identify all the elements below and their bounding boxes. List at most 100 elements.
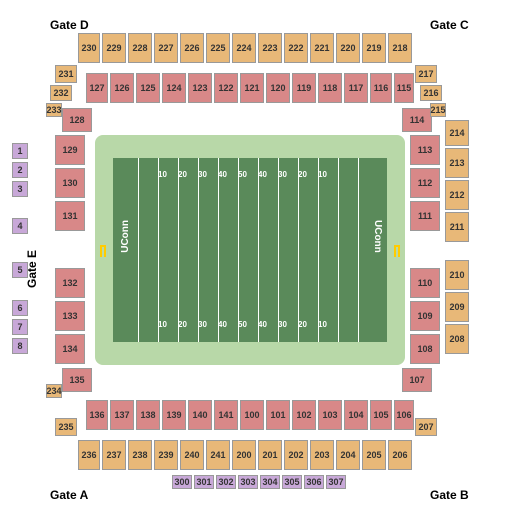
seat-section-129[interactable]: 129	[55, 135, 85, 165]
seat-section-225[interactable]: 225	[206, 33, 230, 63]
seat-section-110[interactable]: 110	[410, 268, 440, 298]
seat-section-134[interactable]: 134	[55, 334, 85, 364]
seat-section-307[interactable]: 307	[326, 475, 346, 489]
seat-section-140[interactable]: 140	[188, 400, 212, 430]
seat-section-232[interactable]: 232	[50, 85, 72, 101]
seat-section-132[interactable]: 132	[55, 268, 85, 298]
seat-section-137[interactable]: 137	[110, 400, 134, 430]
seat-section-123[interactable]: 123	[188, 73, 212, 103]
seat-section-204[interactable]: 204	[336, 440, 360, 470]
seat-section-205[interactable]: 205	[362, 440, 386, 470]
seat-section-229[interactable]: 229	[102, 33, 126, 63]
seat-section-7[interactable]: 7	[12, 319, 28, 335]
seat-section-213[interactable]: 213	[445, 148, 469, 178]
seat-section-122[interactable]: 122	[214, 73, 238, 103]
seat-section-218[interactable]: 218	[388, 33, 412, 63]
seat-section-223[interactable]: 223	[258, 33, 282, 63]
seat-section-106[interactable]: 106	[394, 400, 414, 430]
seat-section-102[interactable]: 102	[292, 400, 316, 430]
seat-section-206[interactable]: 206	[388, 440, 412, 470]
seat-section-212[interactable]: 212	[445, 180, 469, 210]
seat-section-135[interactable]: 135	[62, 368, 92, 392]
seat-section-136[interactable]: 136	[86, 400, 108, 430]
seat-section-230[interactable]: 230	[78, 33, 100, 63]
seat-section-139[interactable]: 139	[162, 400, 186, 430]
seat-section-221[interactable]: 221	[310, 33, 334, 63]
seat-section-203[interactable]: 203	[310, 440, 334, 470]
seat-section-1[interactable]: 1	[12, 143, 28, 159]
seat-section-302[interactable]: 302	[216, 475, 236, 489]
seat-section-2[interactable]: 2	[12, 162, 28, 178]
seat-section-104[interactable]: 104	[344, 400, 368, 430]
seat-section-222[interactable]: 222	[284, 33, 308, 63]
seat-section-141[interactable]: 141	[214, 400, 238, 430]
seat-section-238[interactable]: 238	[128, 440, 152, 470]
seat-section-4[interactable]: 4	[12, 218, 28, 234]
seat-section-234[interactable]: 234	[46, 384, 62, 398]
seat-section-133[interactable]: 133	[55, 301, 85, 331]
seat-section-131[interactable]: 131	[55, 201, 85, 231]
seat-section-120[interactable]: 120	[266, 73, 290, 103]
seat-section-121[interactable]: 121	[240, 73, 264, 103]
seat-section-130[interactable]: 130	[55, 168, 85, 198]
seat-section-116[interactable]: 116	[370, 73, 392, 103]
seat-section-228[interactable]: 228	[128, 33, 152, 63]
seat-section-125[interactable]: 125	[136, 73, 160, 103]
seat-section-202[interactable]: 202	[284, 440, 308, 470]
seat-section-113[interactable]: 113	[410, 135, 440, 165]
seat-section-107[interactable]: 107	[402, 368, 432, 392]
seat-section-6[interactable]: 6	[12, 300, 28, 316]
seat-section-240[interactable]: 240	[180, 440, 204, 470]
seat-section-114[interactable]: 114	[402, 108, 432, 132]
seat-section-220[interactable]: 220	[336, 33, 360, 63]
seat-section-124[interactable]: 124	[162, 73, 186, 103]
seat-section-235[interactable]: 235	[55, 418, 77, 436]
seat-section-211[interactable]: 211	[445, 212, 469, 242]
seat-section-216[interactable]: 216	[420, 85, 442, 101]
seat-section-100[interactable]: 100	[240, 400, 264, 430]
seat-section-227[interactable]: 227	[154, 33, 178, 63]
seat-section-128[interactable]: 128	[62, 108, 92, 132]
seat-section-236[interactable]: 236	[78, 440, 100, 470]
seat-section-210[interactable]: 210	[445, 260, 469, 290]
yard-number: 10	[158, 320, 167, 329]
seat-section-241[interactable]: 241	[206, 440, 230, 470]
seat-section-105[interactable]: 105	[370, 400, 392, 430]
seat-section-226[interactable]: 226	[180, 33, 204, 63]
seat-section-219[interactable]: 219	[362, 33, 386, 63]
seat-section-201[interactable]: 201	[258, 440, 282, 470]
seat-section-208[interactable]: 208	[445, 324, 469, 354]
seat-section-224[interactable]: 224	[232, 33, 256, 63]
seat-section-115[interactable]: 115	[394, 73, 414, 103]
seat-section-119[interactable]: 119	[292, 73, 316, 103]
seat-section-108[interactable]: 108	[410, 334, 440, 364]
seat-section-305[interactable]: 305	[282, 475, 302, 489]
seat-section-118[interactable]: 118	[318, 73, 342, 103]
seat-section-8[interactable]: 8	[12, 338, 28, 354]
seat-section-111[interactable]: 111	[410, 201, 440, 231]
seat-section-239[interactable]: 239	[154, 440, 178, 470]
seat-section-127[interactable]: 127	[86, 73, 108, 103]
seat-section-112[interactable]: 112	[410, 168, 440, 198]
seat-section-200[interactable]: 200	[232, 440, 256, 470]
seat-section-101[interactable]: 101	[266, 400, 290, 430]
seat-section-214[interactable]: 214	[445, 120, 469, 146]
seat-section-231[interactable]: 231	[55, 65, 77, 83]
seat-section-3[interactable]: 3	[12, 181, 28, 197]
seat-section-209[interactable]: 209	[445, 292, 469, 322]
seat-section-138[interactable]: 138	[136, 400, 160, 430]
seat-section-300[interactable]: 300	[172, 475, 192, 489]
seat-section-117[interactable]: 117	[344, 73, 368, 103]
seat-section-303[interactable]: 303	[238, 475, 258, 489]
seat-section-215[interactable]: 215	[430, 103, 446, 117]
seat-section-301[interactable]: 301	[194, 475, 214, 489]
seat-section-207[interactable]: 207	[415, 418, 437, 436]
seat-section-237[interactable]: 237	[102, 440, 126, 470]
seat-section-233[interactable]: 233	[46, 103, 62, 117]
seat-section-304[interactable]: 304	[260, 475, 280, 489]
seat-section-103[interactable]: 103	[318, 400, 342, 430]
seat-section-306[interactable]: 306	[304, 475, 324, 489]
seat-section-126[interactable]: 126	[110, 73, 134, 103]
seat-section-109[interactable]: 109	[410, 301, 440, 331]
seat-section-217[interactable]: 217	[415, 65, 437, 83]
